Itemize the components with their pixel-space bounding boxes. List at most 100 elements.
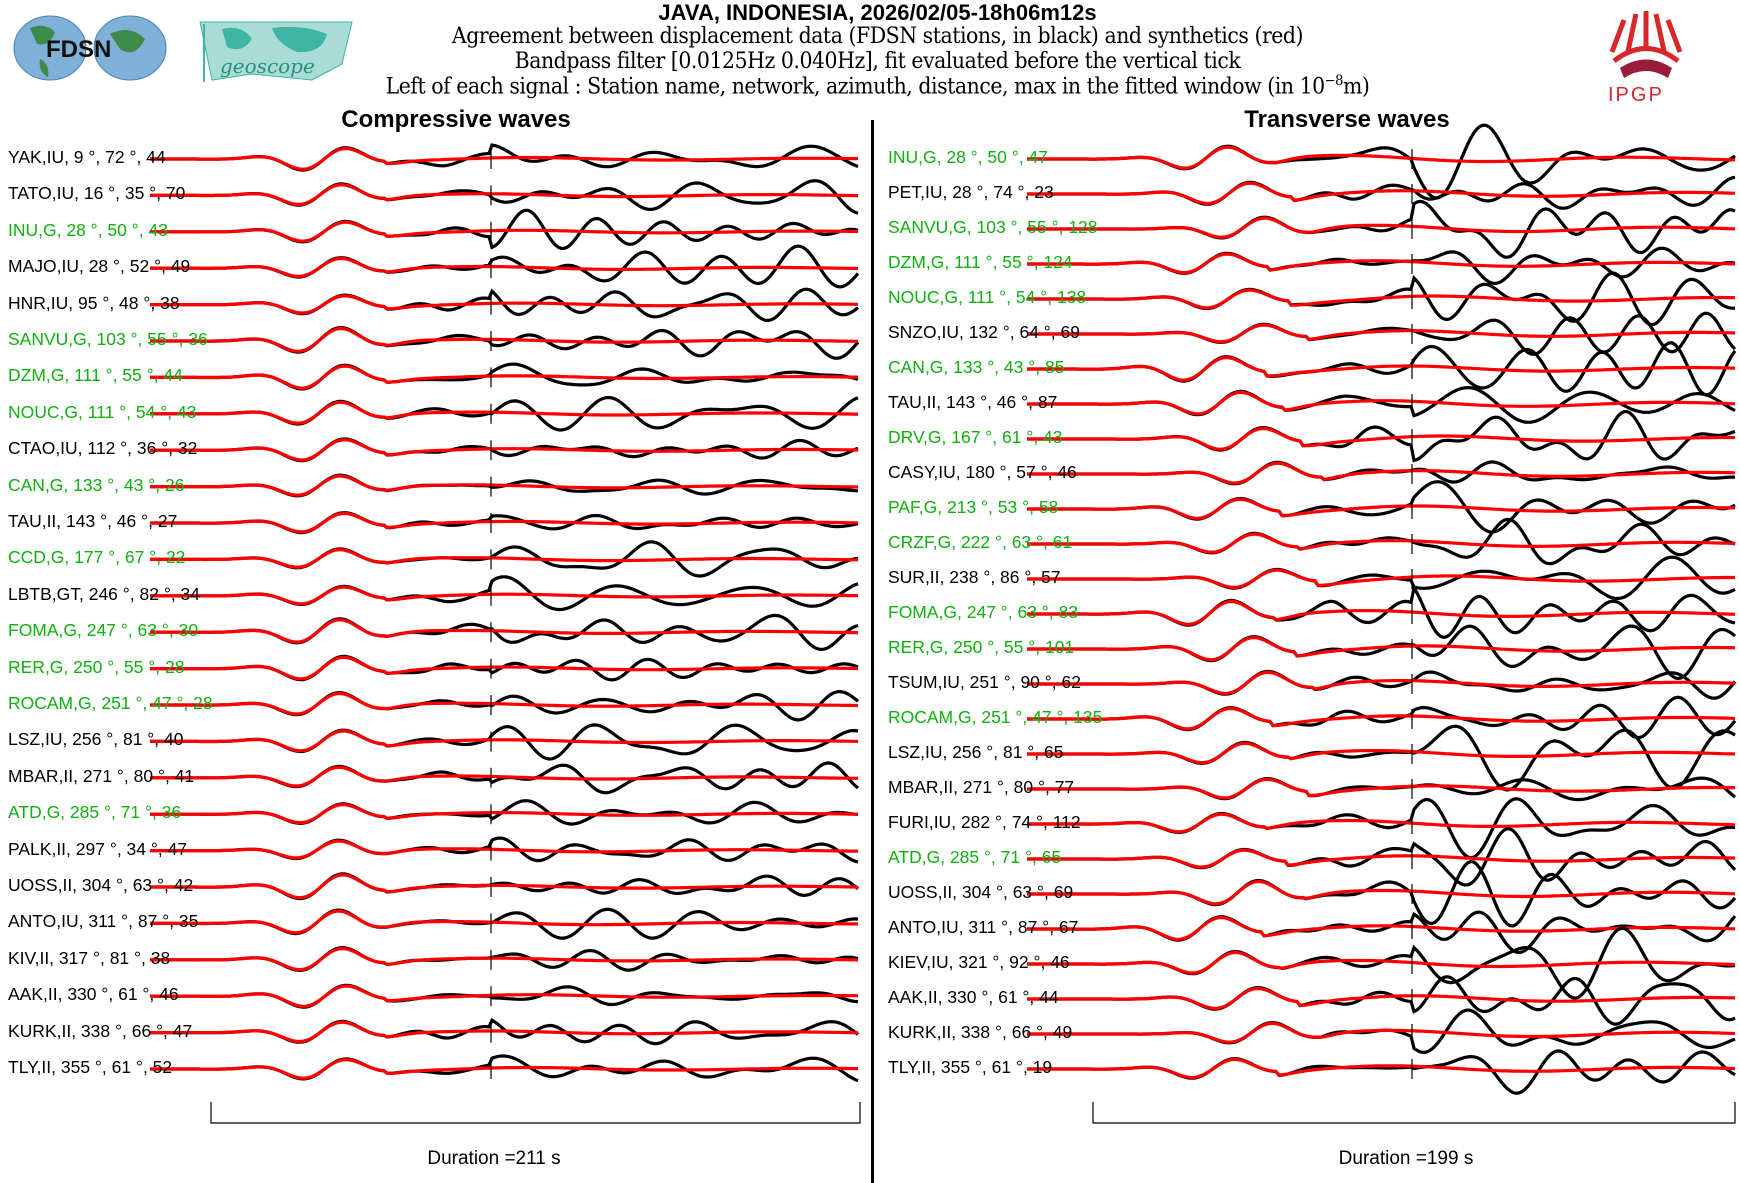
data-waveform [1027, 724, 1736, 792]
station-label: AAK,II, 330 °, 61 °, 44 [888, 987, 1059, 1007]
station-label: SNZO,IU, 132 °, 64 °, 69 [888, 322, 1080, 342]
station-label: CASY,IU, 180 °, 57 °, 46 [888, 462, 1077, 482]
synthetic-waveform [150, 364, 859, 390]
synthetic-waveform [150, 839, 858, 860]
station-label: FURI,IU, 282 °, 74 °, 112 [888, 812, 1081, 832]
data-waveform [1027, 624, 1736, 681]
station-label: HNR,IU, 95 °, 48 °, 38 [8, 292, 180, 313]
station-label: SANVU,G, 103 °, 55 °, 36 [8, 329, 208, 349]
synthetic-waveform [150, 729, 859, 753]
station-label: YAK,IU, 9 °, 72 °, 44 [8, 147, 166, 167]
synthetic-waveform [150, 183, 858, 206]
transverse-panel-title: Transverse waves [1244, 106, 1450, 133]
station-label: PALK,II, 297 °, 34 °, 47 [8, 838, 188, 859]
synthetic-waveform [1027, 706, 1736, 731]
synthetic-waveform [1027, 1021, 1736, 1044]
station-label: ATD,G, 285 °, 71 °, 65 [888, 847, 1062, 867]
station-label: MBAR,II, 271 °, 80 °, 41 [8, 765, 195, 786]
synthetic-waveform [150, 256, 859, 278]
subtitle-filter: Bandpass filter [0.0125Hz 0.040Hz], fit … [514, 49, 1241, 74]
station-label: MAJO,IU, 28 °, 52 °, 49 [8, 256, 191, 277]
station-label: INU,G, 28 °, 50 °, 47 [888, 147, 1048, 167]
panel-divider [871, 120, 874, 1183]
data-waveform [150, 689, 859, 722]
synthetic-waveform [1027, 599, 1736, 626]
data-waveform [1027, 246, 1736, 286]
synthetic-waveform [1027, 950, 1736, 975]
synthetic-waveform [1027, 252, 1736, 275]
duration-bracket [210, 1102, 861, 1124]
station-label: INU,G, 28 °, 50 °, 43 [8, 219, 168, 240]
synthetic-waveform [1027, 426, 1736, 451]
data-waveform [150, 325, 860, 360]
synthetic-waveform [1027, 812, 1736, 834]
station-label: TAU,II, 143 °, 46 °, 27 [8, 511, 178, 531]
transverse-duration: Duration =199 s [1338, 1148, 1474, 1169]
station-label: FOMA,G, 247 °, 63 °, 30 [8, 620, 199, 641]
station-label: UOSS,II, 304 °, 63 °, 69 [888, 882, 1074, 902]
event-title: JAVA, INDONESIA, 2026/02/05-18h06m12s [658, 0, 1097, 25]
station-label: LSZ,IU, 256 °, 81 °, 65 [888, 742, 1064, 762]
synthetic-waveform [1027, 1057, 1736, 1080]
station-label: TSUM,IU, 251 °, 90 °, 62 [888, 672, 1081, 692]
synthetic-waveform [150, 909, 859, 935]
synthetic-waveform [1027, 635, 1736, 662]
synthetic-waveform [1027, 741, 1736, 765]
station-label: FOMA,G, 247 °, 63 °, 83 [888, 602, 1079, 622]
fdsn-logo-text: FDSN [46, 36, 112, 63]
synthetic-waveform [1027, 497, 1735, 520]
duration-bracket [1092, 1102, 1736, 1124]
synthetic-waveform [1027, 145, 1736, 170]
station-label: ANTO,IU, 311 °, 87 °, 67 [888, 917, 1079, 937]
station-label: RER,G, 250 °, 55 °, 101 [888, 637, 1075, 657]
legend-unit: m) [1342, 74, 1370, 100]
synthetic-waveform [1027, 288, 1736, 310]
station-label: RER,G, 250 °, 55 °, 28 [8, 656, 185, 677]
synthetic-waveform [150, 146, 858, 171]
fdsn-logo: FDSN [10, 14, 170, 82]
station-label: LSZ,IU, 256 °, 81 °, 40 [8, 729, 184, 750]
synthetic-waveform [150, 618, 859, 644]
synthetic-waveform [1027, 356, 1736, 382]
synthetic-waveform [150, 220, 859, 243]
synthetic-waveform [150, 400, 858, 425]
station-label: ROCAM,G, 251 °, 47 °, 135 [888, 707, 1103, 727]
synthetic-waveform [1027, 915, 1736, 941]
synthetic-waveform [150, 1058, 858, 1080]
ipgp-logo-text: IPGP [1608, 84, 1664, 106]
synthetic-waveform [1027, 216, 1736, 239]
station-label: TLY,II, 355 °, 61 °, 52 [8, 1057, 173, 1077]
station-label: KURK,II, 338 °, 66 °, 47 [8, 1020, 193, 1041]
synthetic-waveform [150, 765, 858, 788]
station-label: TLY,II, 355 °, 61 °, 19 [888, 1057, 1053, 1077]
synthetic-waveform [1027, 568, 1735, 590]
synthetic-waveform [150, 655, 858, 681]
subtitle-legend: Left of each signal : Station name, netw… [61, 73, 1693, 99]
synthetic-waveform [150, 474, 858, 497]
synthetic-waveform [150, 873, 859, 900]
synthetic-waveform [1027, 879, 1736, 906]
legend-exponent: −8 [1324, 73, 1344, 89]
station-label: KURK,II, 338 °, 66 °, 49 [888, 1022, 1073, 1042]
station-label: ATD,G, 285 °, 71 °, 36 [8, 802, 182, 823]
station-label: CTAO,IU, 112 °, 36 °, 32 [8, 438, 198, 459]
data-waveform [1027, 1049, 1736, 1095]
station-label: ANTO,IU, 311 °, 87 °, 35 [8, 911, 199, 932]
station-label: KIV,II, 317 °, 81 °, 38 [8, 947, 171, 968]
compressive-duration: Duration =211 s [427, 1148, 561, 1169]
synthetic-waveform [1027, 323, 1736, 344]
station-label: CAN,G, 133 °, 43 °, 85 [888, 357, 1065, 377]
station-label: DZM,G, 111 °, 55 °, 44 [8, 365, 183, 386]
station-label: NOUC,G, 111 °, 54 °, 138 [888, 287, 1087, 307]
synthetic-waveform [150, 511, 858, 534]
station-label: UOSS,II, 304 °, 63 °, 42 [8, 875, 194, 895]
synthetic-waveform [150, 438, 858, 462]
synthetic-waveform [1027, 670, 1736, 696]
globe-icon [13, 15, 167, 81]
synthetic-waveform [150, 1020, 858, 1044]
station-label: ROCAM,G, 251 °, 47 °, 28 [8, 693, 213, 713]
synthetic-waveform [150, 548, 858, 569]
station-label: NOUC,G, 111 °, 54 °, 43 [8, 401, 197, 422]
station-label: CRZF,G, 222 °, 63 °, 61 [888, 532, 1073, 552]
